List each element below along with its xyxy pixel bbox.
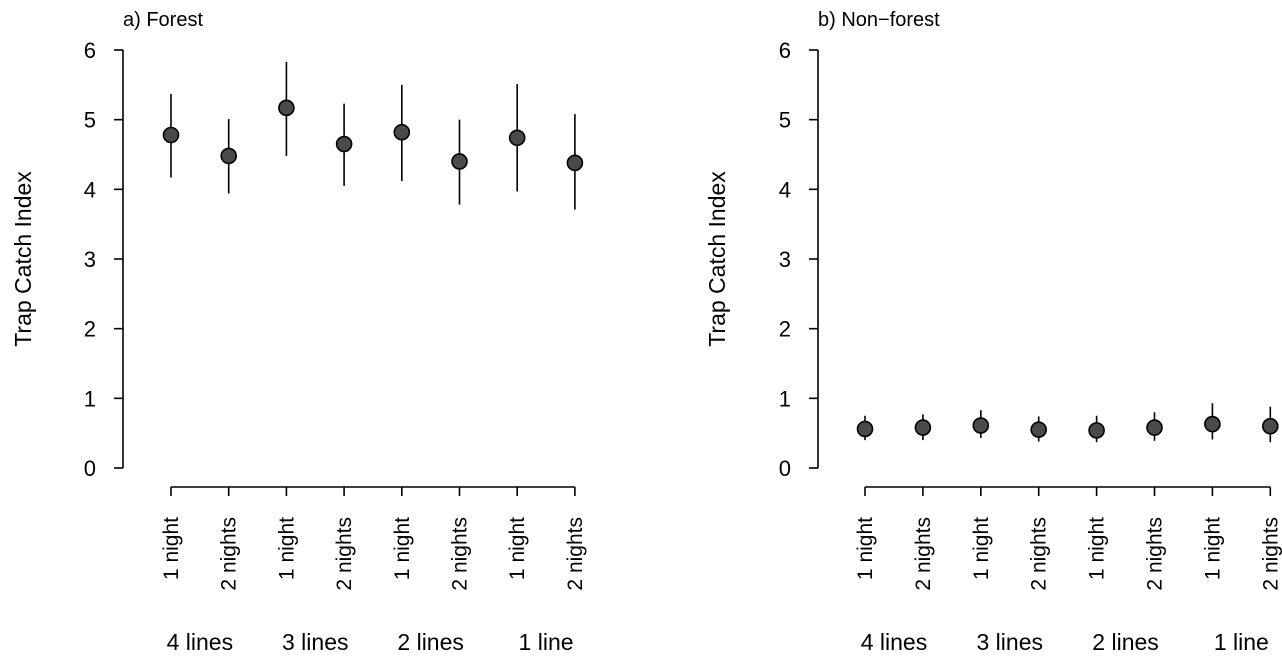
data-point: [566, 154, 584, 172]
x-tick-label: 2 nights: [218, 517, 241, 591]
data-point: [393, 123, 411, 141]
y-tick-label: 2: [779, 317, 791, 342]
data-point: [508, 129, 526, 147]
y-axis-label: Trap Catch Index: [10, 171, 36, 347]
x-tick-label: 1 night: [1201, 517, 1224, 580]
data-point: [856, 420, 874, 438]
data-point: [1030, 421, 1047, 438]
x-tick-label: 2 nights: [564, 517, 587, 591]
y-axis-label: Trap Catch Index: [704, 171, 730, 347]
data-point: [1088, 422, 1105, 439]
group-label: 1 line: [1214, 629, 1269, 655]
y-tick-label: 4: [84, 177, 96, 202]
x-tick-label: 2 nights: [912, 517, 935, 591]
group-label: 3 lines: [282, 629, 348, 655]
y-tick-label: 5: [779, 108, 791, 133]
y-tick-label: 6: [84, 38, 96, 63]
group-label: 2 lines: [397, 629, 463, 655]
y-tick-label: 1: [84, 386, 96, 411]
group-label: 4 lines: [861, 629, 927, 655]
x-tick-label: 1 night: [391, 517, 414, 580]
panel-non-forest: b) Non−forest Trap Catch Index 0 1 2 3 4 5 6 1 …: [704, 9, 1282, 655]
y-tick-label: 2: [84, 317, 96, 342]
data-point: [278, 99, 295, 117]
data-point: [972, 417, 990, 434]
chart-title: a) Forest: [123, 9, 203, 31]
y-tick-label: 5: [84, 108, 96, 133]
y-tick-label: 6: [779, 38, 791, 63]
y-tick-label: 3: [779, 247, 791, 272]
data-point: [914, 419, 932, 436]
data-point: [162, 126, 180, 144]
x-tick-label: 1 night: [970, 517, 993, 580]
x-tick-label: 2 nights: [1259, 517, 1282, 591]
panel-forest: a) Forest Trap Catch Index 0 1 2 3 4 5 6 1 nigh…: [10, 9, 587, 655]
y-tick-label: 0: [84, 456, 96, 481]
data-point: [451, 153, 468, 170]
y-tick-label: 4: [779, 177, 791, 202]
data-point: [1262, 417, 1279, 435]
x-tick-label: 1 night: [1086, 517, 1109, 580]
group-label: 1 line: [519, 629, 574, 655]
data-point: [220, 147, 237, 165]
chart-title: b) Non−forest: [818, 9, 940, 31]
data-point: [1146, 419, 1163, 436]
x-tick-label: 1 night: [275, 517, 298, 580]
group-label: 4 lines: [167, 629, 233, 655]
x-tick-label: 2 nights: [333, 517, 356, 591]
y-tick-label: 0: [779, 456, 791, 481]
x-tick-label: 1 night: [506, 517, 529, 580]
x-tick-label: 2 nights: [1028, 517, 1051, 591]
x-tick-label: 2 nights: [1144, 517, 1167, 591]
x-tick-label: 2 nights: [449, 517, 472, 591]
y-tick-label: 3: [84, 247, 96, 272]
data-point: [335, 135, 353, 153]
group-label: 3 lines: [977, 629, 1043, 655]
group-label: 2 lines: [1092, 629, 1158, 655]
x-tick-label: 1 night: [160, 517, 183, 580]
y-tick-label: 1: [779, 386, 791, 411]
data-point: [1204, 415, 1221, 433]
x-tick-label: 1 night: [854, 517, 877, 580]
